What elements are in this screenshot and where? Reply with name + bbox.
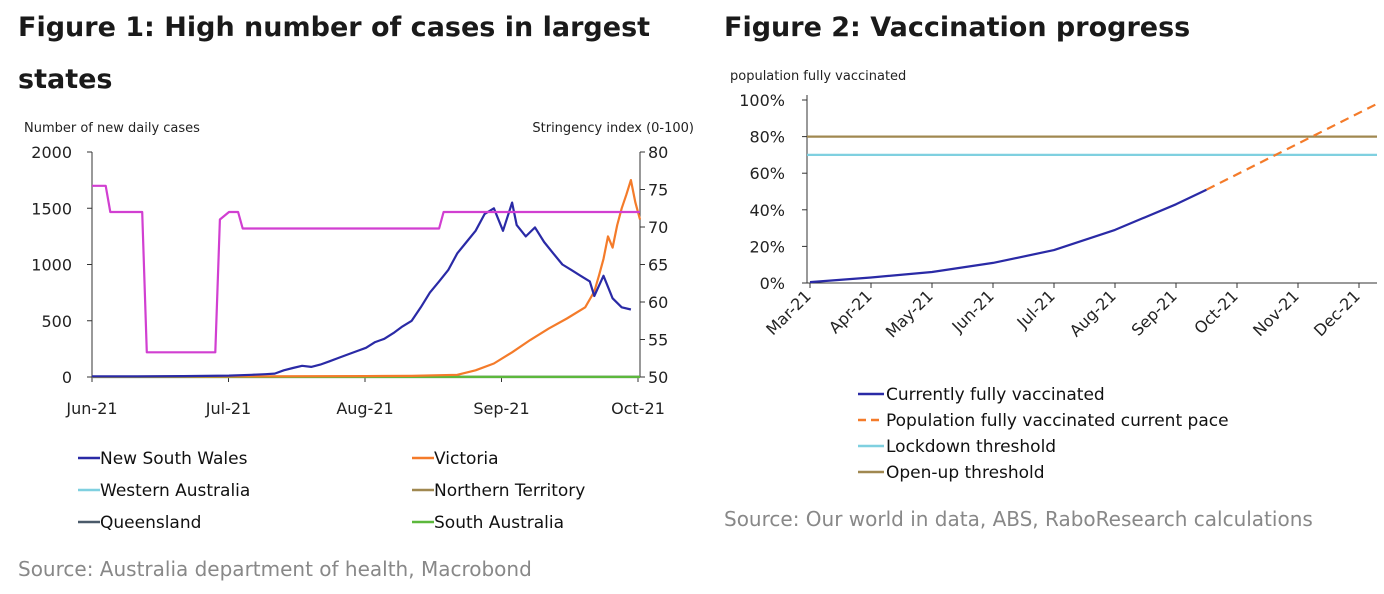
x-tick-label: Jun-21 — [65, 399, 117, 418]
x-tick-label: Aug-21 — [336, 399, 393, 418]
x-tick-label: Oct-21 — [1190, 286, 1241, 337]
y-tick-label: 20% — [749, 237, 785, 256]
series-line-population-fully-vaccinated-current-pace — [1206, 102, 1378, 191]
y-tick-label: 40% — [749, 201, 785, 220]
y-tick-label: 60% — [749, 164, 785, 183]
y-left-tick-label: 2000 — [31, 143, 72, 162]
y-right-tick-label: 75 — [648, 181, 668, 200]
x-tick-label: Dec-21 — [1310, 286, 1364, 340]
x-tick-label: Sep-21 — [473, 399, 529, 418]
y-left-tick-label: 0 — [62, 368, 72, 387]
y-left-tick-label: 1000 — [31, 256, 72, 275]
figure-2-title: Figure 2: Vaccination progress — [724, 12, 1191, 43]
figure-1-chart: Number of new daily cases Stringency inde… — [24, 121, 694, 533]
series-line-currently-fully-vaccinated — [809, 188, 1207, 284]
legend-label: Queensland — [100, 513, 201, 533]
x-tick-label: Aug-21 — [1066, 286, 1120, 340]
y-right-tick-label: 50 — [648, 368, 668, 387]
legend-label: Currently fully vaccinated — [886, 385, 1105, 405]
x-tick-label: Oct-21 — [611, 399, 665, 418]
legend-label: South Australia — [434, 513, 564, 533]
y-right-tick-label: 60 — [648, 293, 668, 312]
legend-label: Population fully vaccinated current pace — [886, 411, 1229, 431]
x-tick-label: Jul-21 — [1013, 286, 1059, 332]
y-tick-label: 100% — [739, 91, 785, 110]
x-tick-label: Jun-21 — [948, 286, 998, 336]
y-right-tick-label: 65 — [648, 256, 668, 275]
y-right-axis-label: Stringency index (0-100) — [532, 121, 694, 136]
y-right-tick-label: 80 — [648, 143, 668, 162]
x-tick-label: May-21 — [882, 286, 937, 341]
x-tick-label: Apr-21 — [825, 286, 876, 337]
series-line-stringency-index — [92, 184, 640, 354]
y-tick-label: 0% — [760, 274, 785, 293]
figure-2-panel: Figure 2: Vaccination progress populatio… — [722, 0, 1384, 594]
y-left-tick-label: 1500 — [31, 199, 72, 218]
y-left-tick-label: 500 — [41, 312, 72, 331]
y-right-tick-label: 55 — [648, 331, 668, 350]
figure-1-source: Source: Australia department of health, … — [18, 557, 532, 581]
x-tick-label: Sep-21 — [1128, 286, 1181, 339]
y-right-tick-label: 70 — [648, 218, 668, 237]
series-line-new-south-wales — [92, 201, 632, 378]
legend-label: Open-up threshold — [886, 463, 1045, 483]
x-tick-label: Jul-21 — [205, 399, 251, 418]
legend-label: Western Australia — [100, 481, 250, 501]
x-tick-label: Mar-21 — [762, 286, 815, 339]
figure-1-panel: Figure 1: High number of cases in larges… — [18, 12, 694, 581]
series-line-victoria — [91, 179, 642, 378]
legend-label: Victoria — [434, 449, 499, 469]
figure-2-chart: population fully vaccinated 0% 20% 40% 60% 80… — [730, 69, 1378, 483]
legend-label: Lockdown threshold — [886, 437, 1056, 457]
y-tick-label: 80% — [749, 128, 785, 147]
figure-2-source: Source: Our world in data, ABS, RaboRese… — [724, 507, 1313, 531]
legend-label: New South Wales — [100, 449, 248, 469]
y-axis-label: population fully vaccinated — [730, 69, 906, 84]
x-tick-label: Nov-21 — [1249, 286, 1303, 340]
y-left-axis-label: Number of new daily cases — [24, 121, 200, 136]
figure-1-title: Figure 1: High number of cases in larges… — [18, 12, 651, 95]
legend-label: Northern Territory — [434, 481, 585, 501]
